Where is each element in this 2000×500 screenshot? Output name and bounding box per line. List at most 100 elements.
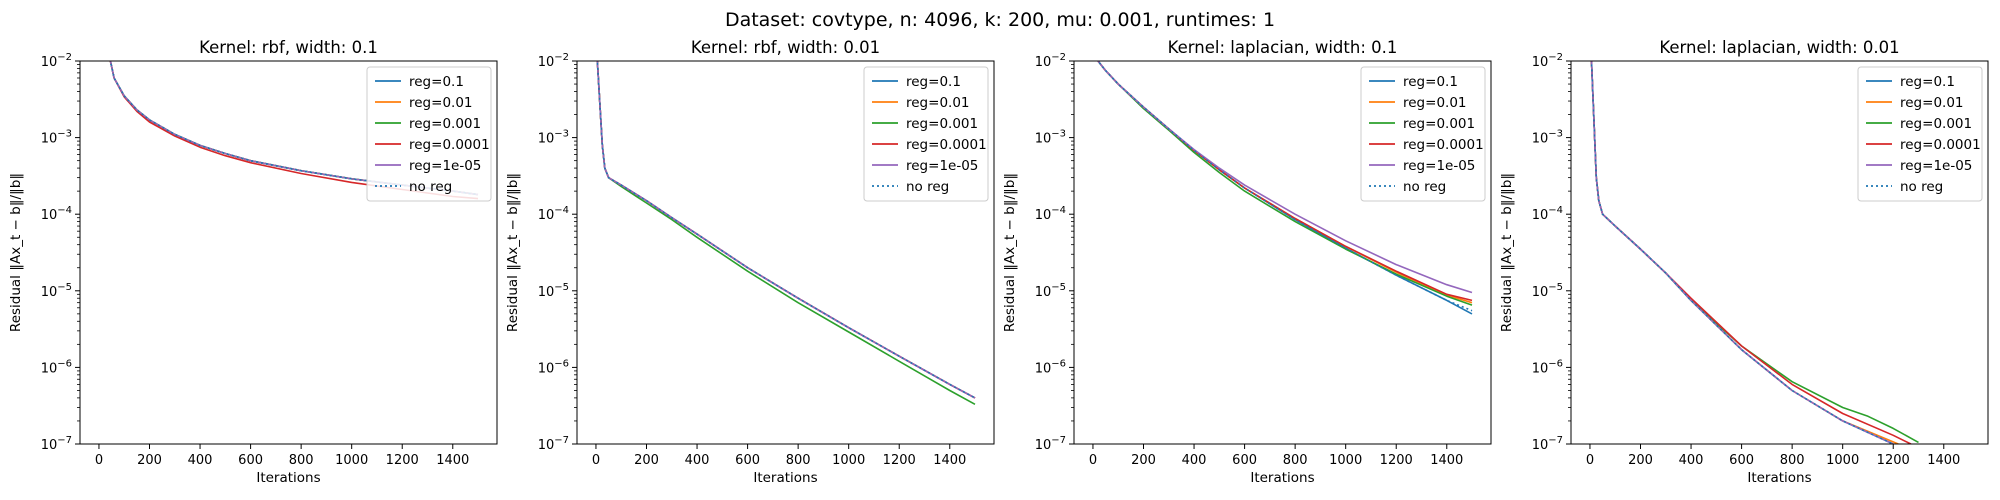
y-tick-label: 10−6 [1035, 358, 1066, 376]
y-tick-label: 10−3 [41, 129, 72, 147]
axes-frame [576, 60, 995, 445]
y-axis-label: Residual ‖Ax_t − b‖/‖b‖ [1499, 173, 1515, 332]
y-tick-exponent: −4 [1548, 205, 1563, 216]
y-tick-label: 10−6 [538, 358, 569, 376]
plot-lines [1096, 61, 1473, 315]
y-tick-label: 10−3 [1035, 129, 1066, 147]
legend-label: reg=0.01 [1403, 95, 1467, 111]
y-tick-label: 10−4 [41, 205, 72, 223]
y-tick-exponent: −2 [554, 52, 569, 63]
legend-label: reg=0.01 [409, 95, 473, 111]
legend-label: reg=0.1 [409, 74, 464, 90]
y-tick-exponent: −5 [554, 282, 569, 293]
y-tick-exponent: −2 [1051, 52, 1066, 63]
legend-label: reg=0.1 [906, 74, 961, 90]
legend-label: reg=1e-05 [1900, 158, 1972, 174]
legend-label: reg=0.001 [906, 116, 978, 132]
y-tick-label: 10−2 [1035, 52, 1066, 70]
y-tick-label: 10−3 [1532, 129, 1563, 147]
x-tick-label: 200 [1628, 453, 1653, 468]
y-tick-label: 10−4 [538, 205, 569, 223]
legend-label: reg=0.01 [906, 95, 970, 111]
x-tick-label: 1200 [1380, 453, 1413, 468]
axes-frame [1073, 60, 1492, 445]
x-axis: 0 200 400 600 800 1000 1200 1400 [1586, 444, 1960, 468]
legend-label: reg=0.1 [1900, 74, 1955, 90]
y-tick-label: 10−2 [1532, 52, 1563, 70]
panel-title: Kernel: laplacian, width: 0.01 [1659, 38, 1899, 57]
y-tick-exponent: −5 [57, 282, 72, 293]
panel-4: Kernel: laplacian, width: 0.0110−710−610… [1499, 38, 1989, 486]
x-tick-label: 400 [685, 453, 710, 468]
x-tick-label: 1400 [1430, 453, 1463, 468]
legend: reg=0.1 reg=0.01 reg=0.001 reg=0.0001 reg=1e… [863, 66, 989, 202]
y-axis: 10−7 10−6 10−5 10−4 10−3 10−2 [1532, 52, 1571, 453]
x-tick-label: 800 [786, 453, 811, 468]
x-tick-label: 400 [1679, 453, 1704, 468]
y-tick-label: 10−7 [1532, 435, 1563, 453]
x-tick-label: 1400 [1927, 453, 1960, 468]
y-tick-label: 10−5 [1035, 282, 1066, 300]
legend-label: reg=0.001 [1900, 116, 1972, 132]
y-tick-exponent: −3 [1051, 129, 1066, 140]
x-tick-label: 1200 [883, 453, 916, 468]
panel-3: Kernel: laplacian, width: 0.1 10−7 10−6 10−… [1002, 38, 1492, 486]
y-tick-exponent: −2 [57, 52, 72, 63]
panel-1: Kernel: rbf, width: 0.110−710−610−510−41… [8, 38, 498, 486]
x-tick-label: 0 [95, 453, 103, 468]
y-tick-label: 10−7 [41, 435, 72, 453]
x-tick-label: 400 [1182, 453, 1207, 468]
y-tick-exponent: −3 [554, 129, 569, 140]
legend-label: reg=1e-05 [409, 158, 481, 174]
y-tick-label: 10−5 [538, 282, 569, 300]
y-tick-exponent: −4 [1051, 205, 1066, 216]
x-tick-label: 600 [1729, 453, 1754, 468]
x-axis-label: Iterations [1747, 470, 1811, 486]
legend-label: reg=0.1 [1403, 74, 1458, 90]
y-axis-label: Residual ‖Ax_t − b‖/‖b‖ [505, 173, 521, 332]
legend-label: no reg [1403, 179, 1446, 195]
series-line [1590, 61, 1894, 444]
legend-label: reg=0.0001 [1403, 137, 1484, 153]
x-tick-label: 600 [238, 453, 263, 468]
y-tick-label: 10−4 [1532, 205, 1563, 223]
x-tick-label: 1000 [832, 453, 865, 468]
series-line [1590, 61, 1899, 444]
y-axis-label: Residual ‖Ax_t − b‖/‖b‖ [8, 173, 24, 332]
y-tick-exponent: −4 [554, 205, 569, 216]
x-tick-label: 1400 [933, 453, 966, 468]
x-tick-label: 400 [188, 453, 213, 468]
y-axis: 10−7 10−6 10−5 10−4 10−3 10−2 [1035, 52, 1074, 453]
panel-title: Kernel: rbf, width: 0.1 [199, 38, 378, 57]
x-tick-label: 0 [592, 453, 600, 468]
legend-label: reg=0.0001 [409, 137, 490, 153]
axes-frame [1570, 60, 1989, 445]
plot-lines [1590, 61, 1919, 444]
y-tick-exponent: −5 [1548, 282, 1563, 293]
y-tick-exponent: −6 [1548, 358, 1563, 369]
legend-label: no reg [409, 179, 452, 195]
panel-title: Kernel: laplacian, width: 0.1 [1168, 38, 1398, 57]
y-tick-label: 10−2 [538, 52, 569, 70]
x-tick-label: 800 [1283, 453, 1308, 468]
series-line [596, 61, 976, 399]
y-tick-label: 10−5 [1532, 282, 1563, 300]
x-tick-label: 200 [634, 453, 659, 468]
x-tick-label: 1200 [386, 453, 419, 468]
y-tick-exponent: −7 [554, 435, 569, 446]
legend-label: reg=1e-05 [906, 158, 978, 174]
legend-label: no reg [1900, 179, 1943, 195]
x-axis: 0 200 400 600 800 1000 1200 1400 [95, 444, 469, 468]
y-axis: 10−7 10−6 10−5 10−4 10−3 10−2 [538, 52, 577, 453]
legend: reg=0.1 reg=0.01 reg=0.001 reg=0.0001 reg=1e… [1857, 66, 1983, 202]
legend-box [863, 66, 989, 202]
y-tick-label: 10−6 [41, 358, 72, 376]
y-tick-exponent: −7 [1051, 435, 1066, 446]
y-tick-label: 10−7 [1035, 435, 1066, 453]
panel-2: Kernel: rbf, width: 0.01 10−7 10−6 10−5 10−4… [505, 38, 995, 486]
y-tick-label: 10−3 [538, 129, 569, 147]
y-tick-exponent: −6 [57, 358, 72, 369]
x-axis: 0 200 400 600 800 1000 1200 1400 [592, 444, 966, 468]
legend: reg=0.1 reg=0.01 reg=0.001 reg=0.0001 reg=1e… [366, 66, 492, 202]
